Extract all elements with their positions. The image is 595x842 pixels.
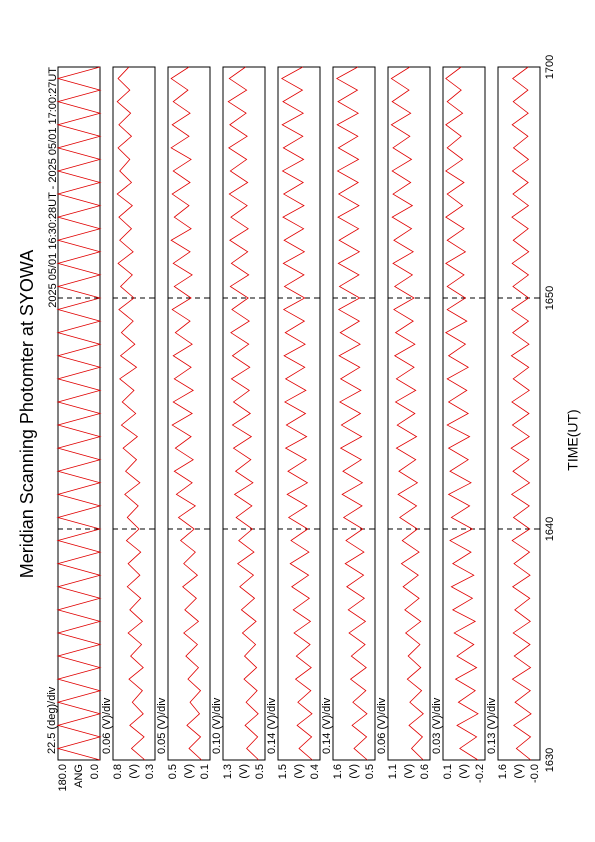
y-axis-label: (V) [513, 764, 525, 779]
y-tick-label: 0.6 [419, 764, 431, 779]
y-tick-label: -0.2 [474, 764, 486, 783]
panel-frame [497, 66, 541, 761]
data-line [56, 66, 102, 761]
y-axis-label: (V) [293, 764, 305, 779]
panel-frame [387, 66, 431, 761]
x-tick-label: 1640 [544, 517, 556, 541]
chart-title: Meridian Scanning Photomter at SYOWA [17, 250, 37, 578]
y-axis-label: (V) [128, 764, 140, 779]
panel-scale: 0.05 (V)/div [156, 697, 168, 754]
y-tick-label: 0.5 [167, 764, 179, 779]
panel-scale: 0.06 (V)/div [376, 697, 388, 754]
y-axis-label: (V) [183, 764, 195, 779]
data-line [444, 66, 479, 761]
y-axis-label: (V) [403, 764, 415, 779]
panel-scale: 0.14 (V)/div [266, 697, 278, 754]
x-axis-label: TIME(UT) [565, 409, 581, 470]
y-tick-label: 1.6 [497, 764, 509, 779]
panel-scale: 22.5 (deg)/div [46, 686, 58, 754]
y-tick-label: 1.1 [387, 764, 399, 779]
panel-frame [442, 66, 486, 761]
x-tick-label: 1630 [544, 748, 556, 772]
rotated-chart: Meridian Scanning Photomter at SYOWA 202… [17, 55, 581, 792]
panel-scale: 0.14 (V)/div [321, 697, 333, 754]
y-tick-label: 0.5 [364, 764, 376, 779]
x-tick-label: 1650 [544, 286, 556, 310]
panel-scale: 0.03 (V)/div [431, 697, 443, 754]
data-line [510, 66, 532, 761]
data-line [116, 66, 146, 761]
panel-frame [57, 66, 101, 761]
y-tick-label: 1.3 [222, 764, 234, 779]
panel-scale: 0.13 (V)/div [486, 697, 498, 754]
data-line [280, 66, 313, 761]
y-tick-label: 180.0 [57, 764, 69, 792]
y-tick-label: 0.3 [144, 764, 156, 779]
data-line [335, 66, 368, 761]
y-tick-label: 0.1 [442, 764, 454, 779]
y-tick-label: 1.5 [277, 764, 289, 779]
data-line [227, 66, 259, 761]
data-line [390, 66, 424, 761]
y-tick-label: 0.8 [112, 764, 124, 779]
panel-frame [112, 66, 156, 761]
panel-frame [332, 66, 376, 761]
y-axis-label: ANG [73, 764, 85, 788]
y-tick-label: 0.5 [254, 764, 266, 779]
data-line [170, 66, 202, 761]
x-tick-label: 1700 [544, 55, 556, 79]
y-axis-label: (V) [458, 764, 470, 779]
y-tick-label: 0.1 [199, 764, 211, 779]
y-tick-label: 0.4 [309, 764, 321, 779]
chart-subtitle: 2025 05/01 16:30:28UT - 2025 05/01 17:00… [47, 67, 59, 308]
panel-frame [167, 66, 211, 761]
panel-frame [222, 66, 266, 761]
y-tick-label: 1.6 [332, 764, 344, 779]
y-axis-label: (V) [348, 764, 360, 779]
y-tick-label: -0.0 [529, 764, 541, 783]
y-axis-label: (V) [238, 764, 250, 779]
y-tick-label: 0.0 [89, 764, 101, 779]
panel-frame [277, 66, 321, 761]
panel-scale: 0.06 (V)/div [101, 697, 113, 754]
panel-scale: 0.10 (V)/div [211, 697, 223, 754]
